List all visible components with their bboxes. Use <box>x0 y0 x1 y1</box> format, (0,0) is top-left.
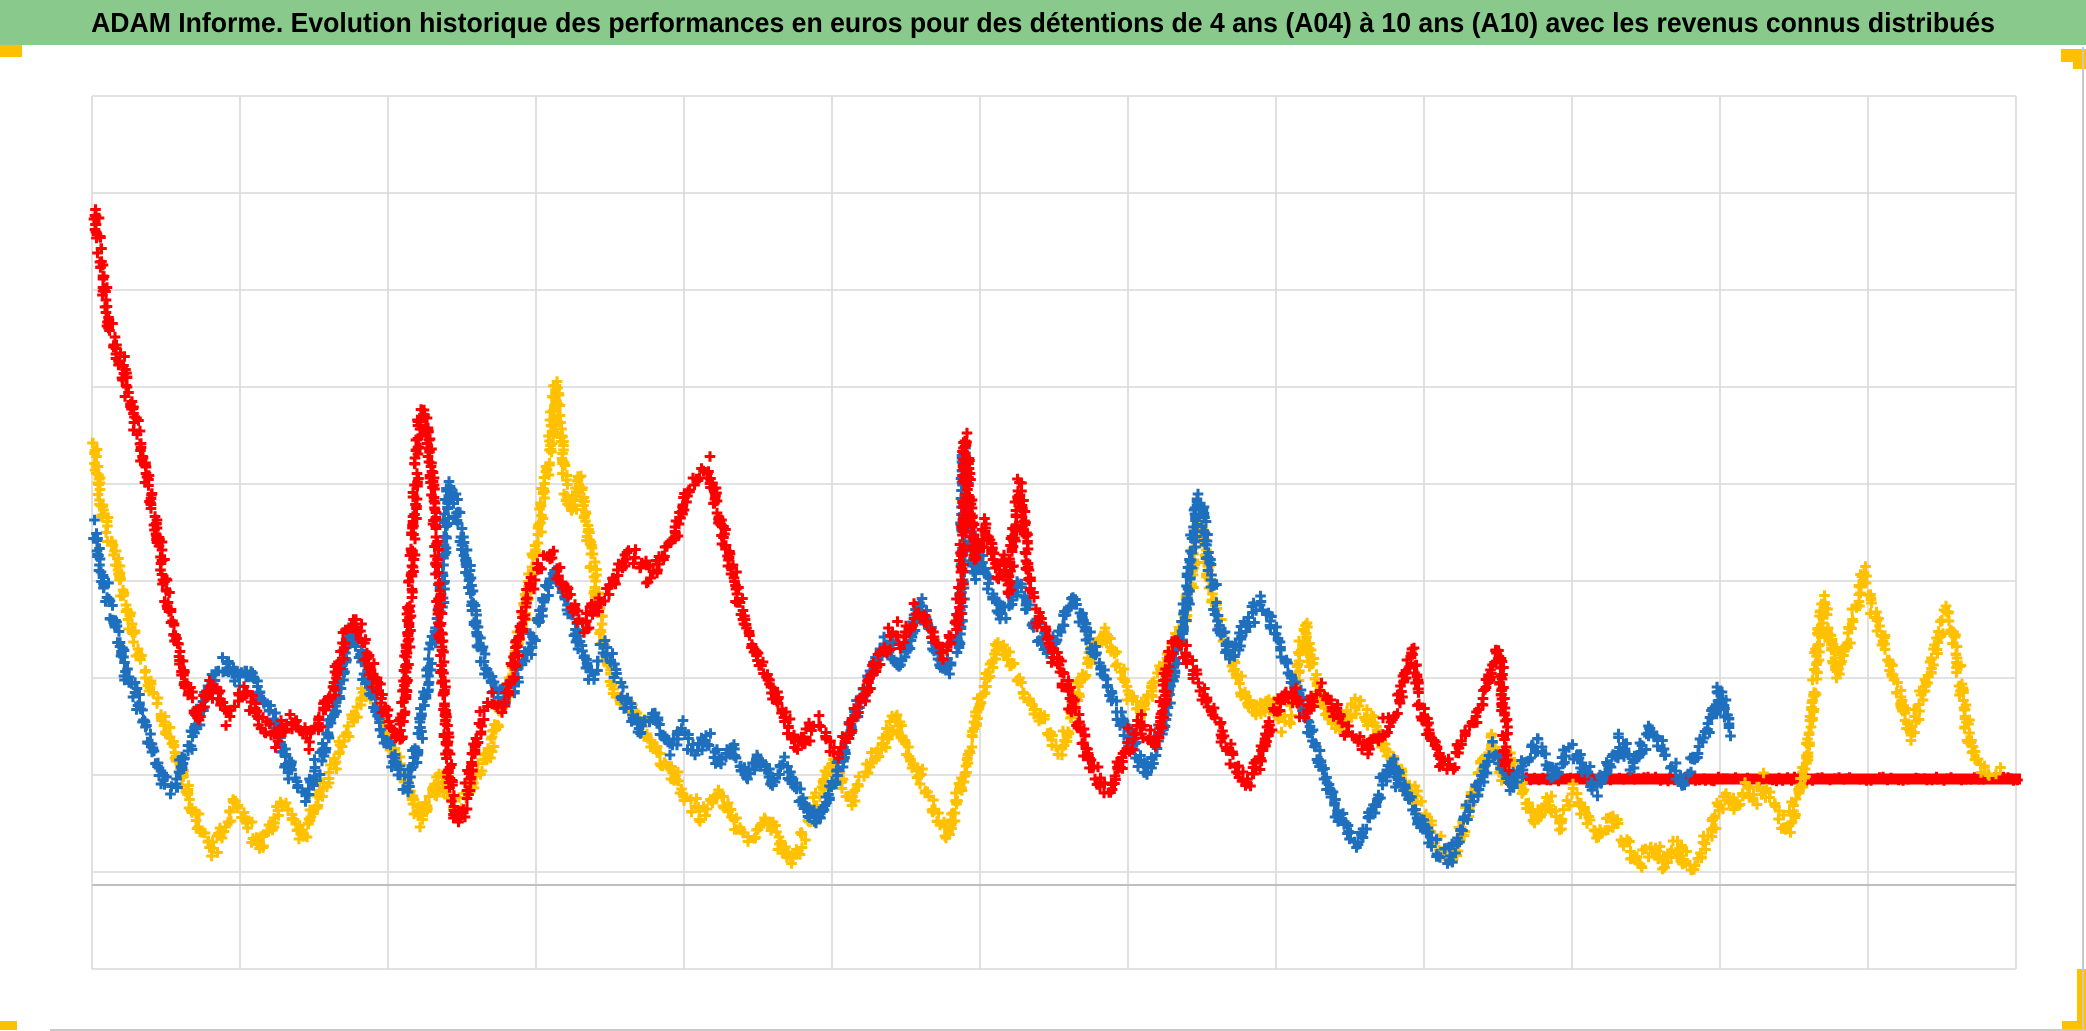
gridlines <box>91 95 2017 970</box>
page-title: ADAM Informe. Evolution historique des p… <box>91 7 1995 38</box>
bottom-right-bracket-h-accent <box>2062 1021 2086 1031</box>
bottom-right-bracket-v-accent <box>2077 969 2086 1031</box>
series-red <box>88 204 1515 828</box>
bottom-left-tab-accent <box>0 1021 17 1030</box>
top-right-bracket-v-accent <box>2073 49 2086 69</box>
slide-bottom-edge <box>50 1029 2086 1031</box>
series-blue <box>88 442 1736 869</box>
slide-right-edge <box>2082 47 2084 1031</box>
title-bar: ADAM Informe. Evolution historique des p… <box>0 0 2086 45</box>
top-left-tab-accent <box>0 45 22 57</box>
